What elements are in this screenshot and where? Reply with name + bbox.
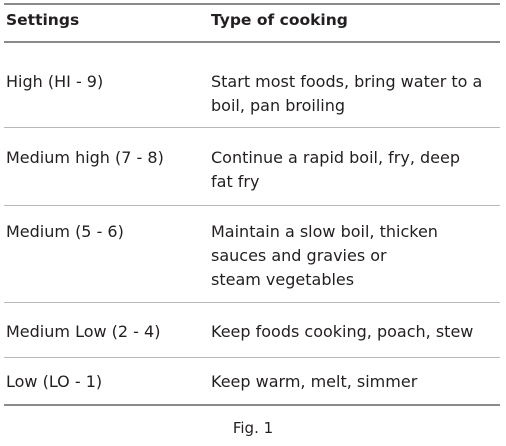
cooking-line: steam vegetables — [211, 270, 355, 289]
column-header-type-of-cooking: Type of cooking — [211, 11, 348, 29]
cooking-line: sauces and gravies or — [211, 246, 387, 265]
setting-cell: Low (LO - 1) — [6, 372, 103, 391]
row-divider — [4, 205, 500, 206]
cooking-line: fat fry — [211, 172, 260, 191]
setting-cell: Medium (5 - 6) — [6, 222, 124, 241]
table-header: Settings Type of cooking — [0, 9, 506, 39]
table-top-rule — [4, 3, 500, 5]
setting-cell: High (HI - 9) — [6, 72, 104, 91]
setting-cell: Medium high (7 - 8) — [6, 148, 164, 167]
cooking-line: Maintain a slow boil, thicken — [211, 222, 438, 241]
table-bottom-rule — [4, 404, 500, 406]
cooking-cell: Start most foods, bring water to a boil,… — [211, 70, 501, 118]
row-divider — [4, 127, 500, 128]
cooking-cell: Keep warm, melt, simmer — [211, 370, 501, 394]
cooking-line: Keep foods cooking, poach, stew — [211, 322, 474, 341]
header-divider — [4, 41, 500, 43]
column-header-settings: Settings — [6, 11, 80, 29]
cooking-cell: Keep foods cooking, poach, stew — [211, 320, 501, 344]
cooking-cell: Continue a rapid boil, fry, deep fat fry — [211, 146, 501, 194]
figure-caption: Fig. 1 — [232, 419, 274, 437]
cooking-line: Start most foods, bring water to a — [211, 72, 483, 91]
cooking-line: Keep warm, melt, simmer — [211, 372, 418, 391]
row-divider — [4, 302, 500, 303]
setting-cell: Medium Low (2 - 4) — [6, 322, 161, 341]
cooking-line: boil, pan broiling — [211, 96, 345, 115]
cooking-cell: Maintain a slow boil, thicken sauces and… — [211, 220, 501, 292]
cooking-line: Continue a rapid boil, fry, deep — [211, 148, 461, 167]
row-divider — [4, 357, 500, 358]
